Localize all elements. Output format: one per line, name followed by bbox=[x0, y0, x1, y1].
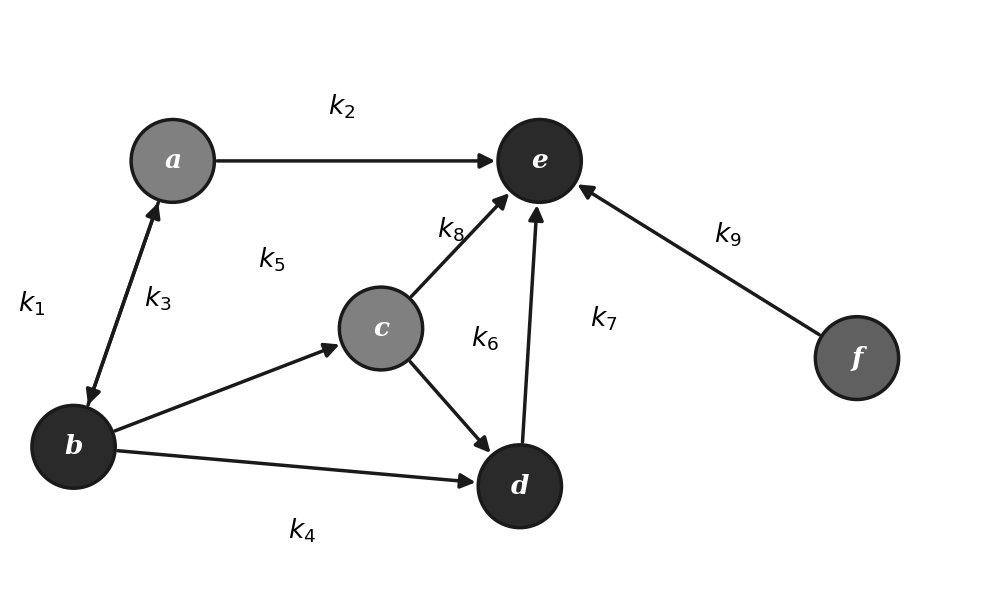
Text: a: a bbox=[164, 148, 181, 173]
Circle shape bbox=[499, 120, 581, 203]
Text: $k_7$: $k_7$ bbox=[590, 305, 617, 333]
Circle shape bbox=[340, 287, 423, 370]
Text: $k_5$: $k_5$ bbox=[258, 245, 286, 274]
Text: c: c bbox=[373, 316, 389, 341]
Text: $k_9$: $k_9$ bbox=[714, 221, 742, 249]
Text: $k_3$: $k_3$ bbox=[144, 284, 172, 313]
Circle shape bbox=[32, 405, 115, 488]
Text: f: f bbox=[851, 346, 863, 370]
Text: $k_8$: $k_8$ bbox=[437, 216, 465, 244]
Text: $k_2$: $k_2$ bbox=[328, 92, 355, 121]
Text: $k_6$: $k_6$ bbox=[472, 324, 500, 353]
Text: b: b bbox=[64, 434, 83, 459]
Circle shape bbox=[479, 445, 561, 528]
Text: e: e bbox=[531, 148, 548, 173]
Text: d: d bbox=[510, 474, 529, 499]
Text: $k_1$: $k_1$ bbox=[18, 290, 46, 318]
Circle shape bbox=[131, 120, 215, 203]
Circle shape bbox=[815, 317, 899, 399]
Text: $k_4$: $k_4$ bbox=[288, 517, 316, 545]
